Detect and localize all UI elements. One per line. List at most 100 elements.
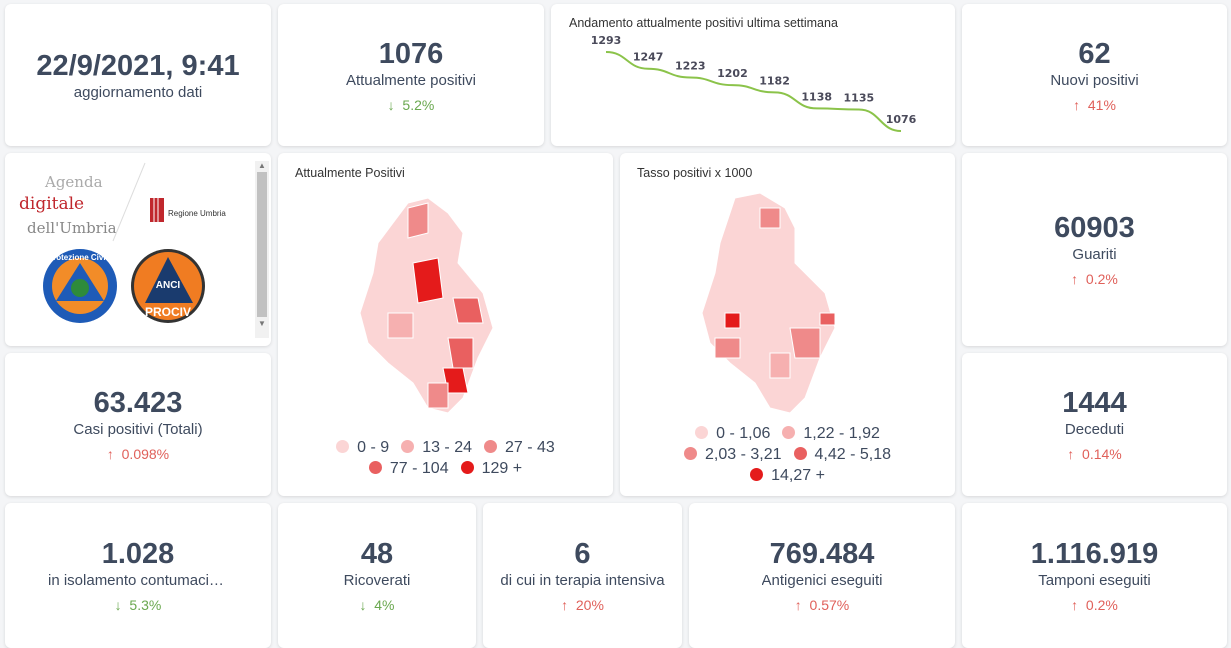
arrow-down-icon: ↓ <box>359 597 367 613</box>
data-label: 1247 <box>633 51 664 64</box>
map-attuali-card: Attualmente Positivi 0 - 9 13 - 24 27 - 43… <box>278 153 613 496</box>
legend-dot-icon <box>368 461 382 474</box>
kpi-change: ↑ 0.14% <box>1067 446 1121 462</box>
kpi-label: Casi positivi (Totali) <box>73 421 203 438</box>
kpi-attuali: 1076 Attualmente positivi ↓ 5.2% <box>278 4 544 146</box>
kpi-change-value: 20% <box>575 597 604 613</box>
legend-dot-icon <box>336 440 350 453</box>
svg-text:PROCIV: PROCIV <box>145 305 191 319</box>
kpi-change-value: 0.14% <box>1082 446 1122 462</box>
legend-item[interactable]: 13 - 24 <box>401 437 472 458</box>
legend-item[interactable]: 0 - 1,06 <box>695 423 770 444</box>
chart-title: Andamento attualmente positivi ultima se… <box>569 16 838 30</box>
legend-dot-icon <box>401 440 415 453</box>
divider <box>112 162 146 242</box>
kpi-change-value: 5.3% <box>129 597 162 613</box>
legend-item[interactable]: 27 - 43 <box>484 437 555 458</box>
kpi-nuovi: 62 Nuovi positivi ↑ 41% <box>962 4 1227 146</box>
kpi-value: 60903 <box>1054 212 1135 244</box>
scrollbar[interactable]: ▲ ▼ <box>255 161 269 338</box>
data-label: 1182 <box>759 74 790 87</box>
map-attuali[interactable] <box>278 153 613 423</box>
legend-dot-icon <box>750 468 764 481</box>
kpi-label: Attualmente positivi <box>345 71 477 89</box>
data-label: 1202 <box>717 67 748 80</box>
data-label: 1223 <box>675 59 706 72</box>
arrow-up-icon: ↑ <box>1073 96 1081 113</box>
kpi-change: ↑ 0.2% <box>1071 597 1118 613</box>
scroll-down-icon[interactable]: ▼ <box>258 319 266 328</box>
kpi-change: ↑ 0.57% <box>795 597 849 613</box>
kpi-value: 1.116.919 <box>1030 538 1159 570</box>
arrow-down-icon: ↓ <box>387 96 395 113</box>
update-card: 22/9/2021, 9:41 aggiornamento dati <box>5 4 271 146</box>
kpi-tamponi: 1.116.919 Tamponi eseguiti ↑ 0.2% <box>962 503 1227 648</box>
svg-text:ANCI: ANCI <box>156 280 181 291</box>
update-label: aggiornamento dati <box>73 83 203 101</box>
kpi-antigenici: 769.484 Antigenici eseguiti ↑ 0.57% <box>689 503 955 648</box>
arrow-up-icon: ↑ <box>1071 271 1079 287</box>
trend-line <box>605 51 902 132</box>
legend-item[interactable]: 2,03 - 3,21 <box>684 444 782 465</box>
kpi-change: ↓ 5.3% <box>115 597 162 613</box>
map-tasso-card: Tasso positivi x 1000 0 - 1,06 1,22 - 1,9… <box>620 153 955 496</box>
agenda-logo: Agenda <box>44 173 103 191</box>
kpi-guariti: 60903 Guariti ↑ 0.2% <box>962 153 1227 346</box>
kpi-value: 1.028 <box>101 538 175 570</box>
kpi-casi: 63.423 Casi positivi (Totali) ↑ 0.098% <box>5 353 271 496</box>
kpi-value: 1444 <box>1062 387 1127 419</box>
svg-text:Protezione Civile: Protezione Civile <box>48 253 113 262</box>
kpi-terapia: 6 di cui in terapia intensiva ↑ 20% <box>483 503 682 648</box>
kpi-change: ↓ 5.2% <box>388 97 435 113</box>
data-label: 1138 <box>801 90 832 103</box>
arrow-up-icon: ↑ <box>1071 597 1079 613</box>
kpi-change-value: 0.098% <box>121 446 170 462</box>
arrow-up-icon: ↑ <box>106 446 114 462</box>
legend-item[interactable]: 77 - 104 <box>368 458 449 479</box>
kpi-label: Nuovi positivi <box>1050 71 1139 89</box>
kpi-change-value: 4% <box>374 597 395 613</box>
map-title: Tasso positivi x 1000 <box>637 166 753 180</box>
legend-item[interactable]: 1,22 - 1,92 <box>782 423 880 444</box>
kpi-label: in isolamento contumaciale <box>48 572 228 589</box>
kpi-label: Guariti <box>1072 246 1117 263</box>
regione-umbria-logo: Regione Umbria <box>150 198 226 222</box>
legend-item[interactable]: 4,42 - 5,18 <box>793 444 891 465</box>
trend-chart-card: Andamento attualmente positivi ultima se… <box>551 4 955 146</box>
kpi-value: 62 <box>1078 37 1111 70</box>
data-label: 1293 <box>591 34 622 47</box>
legend-item[interactable]: 129 + <box>460 458 522 479</box>
map1-legend: 0 - 9 13 - 24 27 - 43 77 - 104 129 + <box>278 437 613 479</box>
kpi-label: Deceduti <box>1064 421 1125 438</box>
kpi-change-value: 0.2% <box>1085 597 1118 613</box>
arrow-up-icon: ↑ <box>1067 446 1075 462</box>
kpi-value: 48 <box>360 538 394 570</box>
kpi-change: ↑ 0.098% <box>107 446 169 462</box>
map-tasso[interactable] <box>620 153 955 423</box>
legend-dot-icon <box>460 461 474 474</box>
kpi-value: 6 <box>574 538 591 570</box>
kpi-label: Ricoverati <box>343 572 411 589</box>
anci-prociv-logo: ANCI PROCIV <box>131 249 205 323</box>
kpi-change-value: 0.57% <box>809 597 850 613</box>
scrollbar-thumb[interactable] <box>257 172 267 317</box>
kpi-label: di cui in terapia intensiva <box>500 572 665 589</box>
protezione-civile-logo: Protezione Civile <box>43 249 117 323</box>
map2-legend: 0 - 1,06 1,22 - 1,92 2,03 - 3,21 4,42 - 5,1… <box>620 423 955 486</box>
legend-item[interactable]: 14,27 + <box>750 465 825 486</box>
kpi-value: 63.423 <box>93 387 183 419</box>
kpi-change-value: 41% <box>1087 96 1116 113</box>
kpi-label: Tamponi eseguiti <box>1038 572 1151 589</box>
kpi-deceduti: 1444 Deceduti ↑ 0.14% <box>962 353 1227 496</box>
scroll-up-icon[interactable]: ▲ <box>258 161 266 170</box>
kpi-label: Antigenici eseguiti <box>761 572 883 589</box>
logos: Agenda digitale dell'Umbria Regione Umbr… <box>19 162 226 323</box>
kpi-change-value: 5.2% <box>402 96 435 113</box>
arrow-down-icon: ↓ <box>114 597 122 613</box>
arrow-up-icon: ↑ <box>561 597 569 613</box>
kpi-change-value: 0.2% <box>1085 271 1118 287</box>
kpi-change: ↑ 0.2% <box>1071 271 1118 287</box>
svg-text:digitale: digitale <box>19 194 84 214</box>
legend-item[interactable]: 0 - 9 <box>336 437 389 458</box>
kpi-change: ↑ 41% <box>1073 97 1116 113</box>
